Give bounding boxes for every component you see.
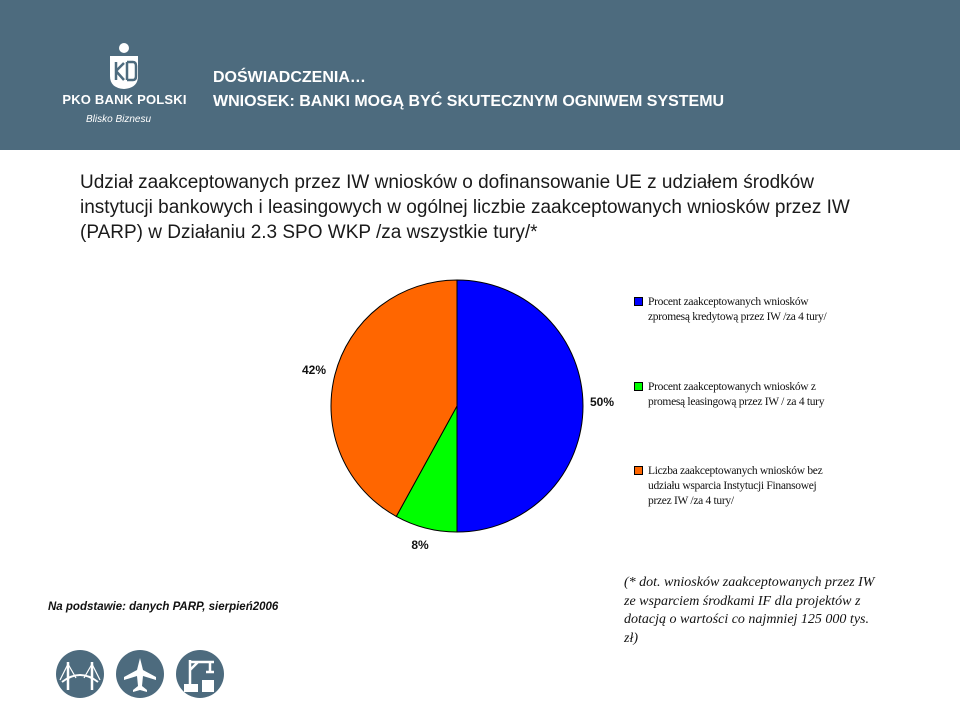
brand-tagline: Blisko Biznesu [86, 114, 152, 125]
pie-slice-3 [330, 279, 458, 518]
chart-subtitle: Udział zaakceptowanych przez IW wniosków… [80, 172, 850, 243]
legend-swatch [634, 382, 643, 391]
page-title: DOŚWIADCZENIA… WNIOSEK: BANKI MOGĄ BYĆ S… [213, 66, 724, 114]
legend-label: Procent zaakceptowanych wniosków z prome… [648, 381, 825, 408]
data-label-2: 8% [411, 538, 429, 552]
legend-label: Liczba zaakceptowanych wniosków bez udzi… [648, 465, 823, 507]
legend-swatch [634, 297, 643, 306]
footnote: (* dot. wniosków zaakceptowanych przez I… [624, 575, 875, 646]
pko-emblem-icon [110, 43, 138, 89]
title-line-2: WNIOSEK: BANKI MOGĄ BYĆ SKUTECZNYM OGNIW… [213, 93, 725, 110]
legend-label: Procent zaakceptowanych wniosków zpromes… [648, 296, 827, 323]
data-label-1: 50% [590, 395, 614, 409]
source-note: Na podstawie: danych PARP, sierpień2006 [48, 601, 279, 613]
bridge-icon [56, 650, 104, 698]
industry-crane-icon [176, 650, 224, 698]
brand-name: PKO BANK POLSKI [62, 92, 187, 107]
title-line-1: DOŚWIADCZENIA… [213, 69, 366, 86]
legend-swatch [634, 466, 643, 475]
pko-logo[interactable]: PKO BANK POLSKI Blisko Biznesu [52, 40, 197, 130]
pie-slice-1 [456, 279, 584, 533]
data-label-3: 42% [302, 363, 326, 377]
airplane-icon [116, 650, 164, 698]
footer-icons [50, 650, 230, 700]
header-banner: PKO BANK POLSKI Blisko Biznesu DOŚWIADCZ… [0, 0, 960, 150]
pie-chart: 50% 8% 42% [302, 279, 614, 552]
